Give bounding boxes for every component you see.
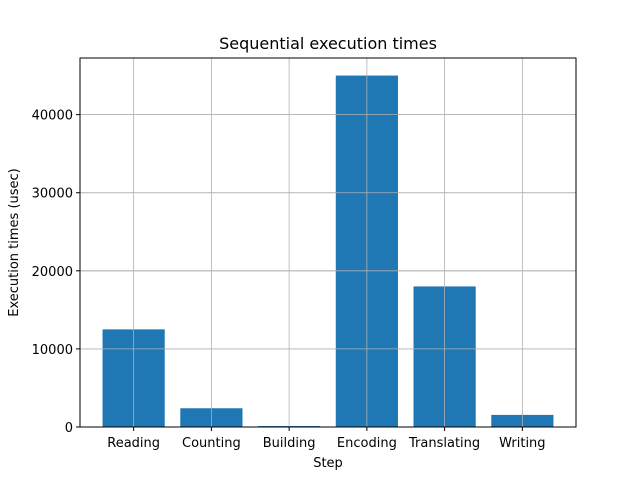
- y-tick-label: 20000: [32, 265, 73, 280]
- y-tick-label: 40000: [32, 109, 73, 124]
- bars-layer: [80, 75, 576, 428]
- x-axis-label: Step: [313, 456, 343, 471]
- y-tick-label: 30000: [32, 187, 73, 202]
- ticks-layer: Reading Counting Building Encoding Translati…: [32, 109, 546, 451]
- y-tick-label: 0: [65, 421, 73, 436]
- x-tick-label: Counting: [182, 436, 241, 451]
- y-axis-label: Execution times (usec): [7, 168, 22, 317]
- y-tick-label: 10000: [32, 343, 73, 358]
- chart-title: Sequential execution times: [219, 34, 437, 53]
- plot-frame: [79, 57, 577, 428]
- x-tick-label: Building: [263, 436, 316, 451]
- x-tick-label: Writing: [499, 436, 545, 451]
- x-tick-label: Reading: [107, 436, 160, 451]
- x-tick-label: Translating: [408, 436, 480, 451]
- x-tick-label: Encoding: [337, 436, 397, 451]
